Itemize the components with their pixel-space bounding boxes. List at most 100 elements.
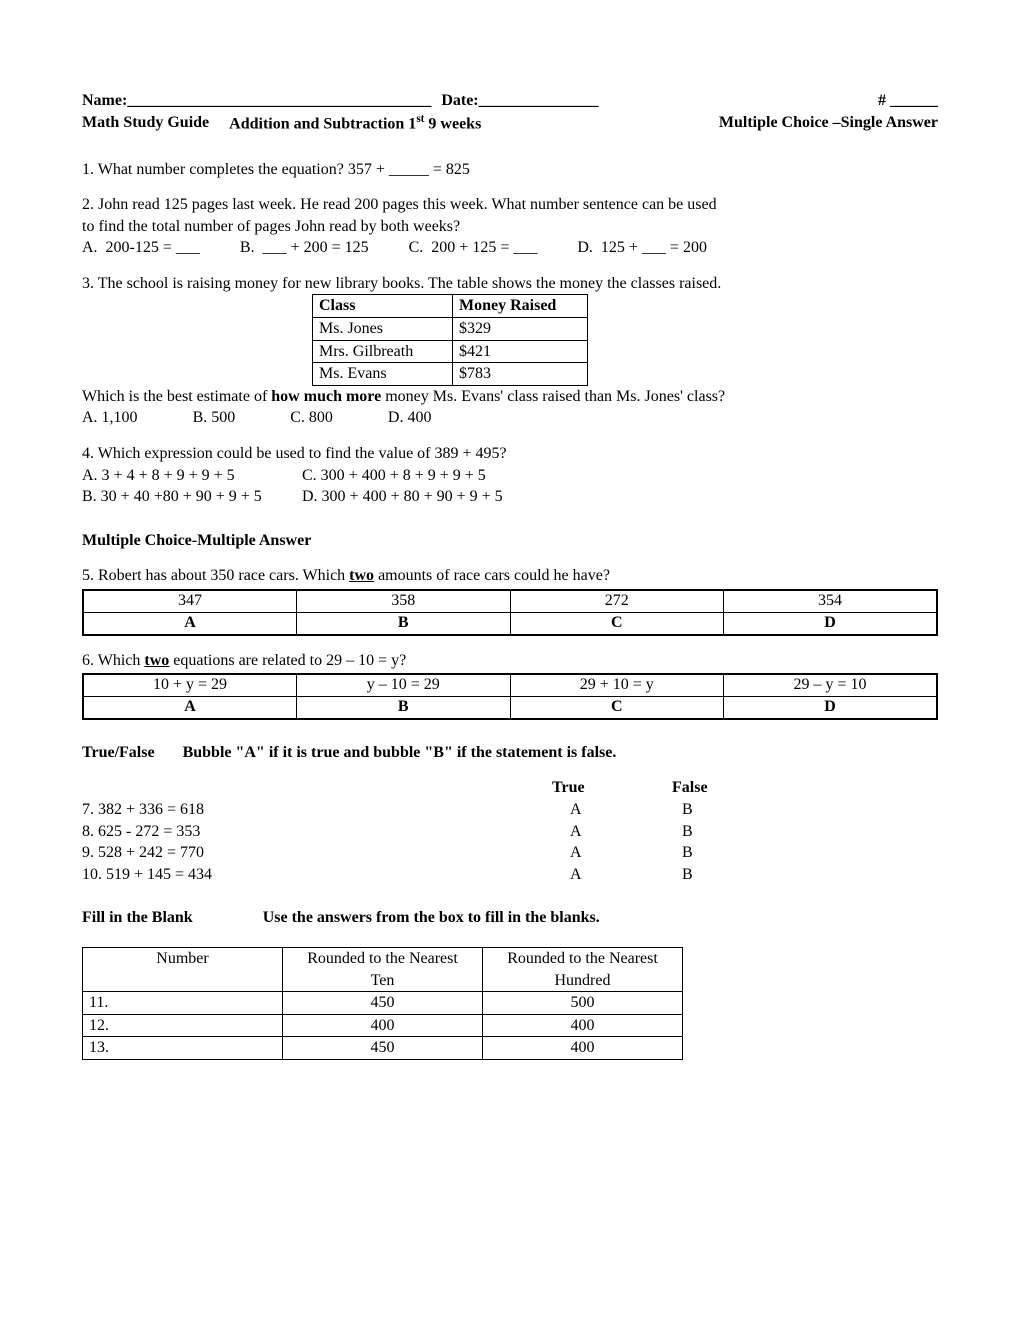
round-h3b: Hundred bbox=[555, 972, 611, 989]
q6-val-c: 29 + 10 = y bbox=[510, 674, 724, 696]
q3-opt-a: A. 1,100 bbox=[82, 407, 138, 429]
q2-opt-d: D. 125 + ___ = 200 bbox=[577, 237, 707, 259]
tf-9-a: A bbox=[552, 842, 672, 864]
q3-r2c1: Mrs. Gilbreath bbox=[313, 340, 453, 363]
q5-table: 347 358 272 354 A B C D bbox=[82, 589, 938, 636]
round-table: Number Rounded to the Nearest Ten Rounded… bbox=[82, 947, 683, 1060]
fib-title-b: Use the answers from the box to fill in … bbox=[263, 907, 600, 929]
round-12-n: 12. bbox=[83, 1014, 283, 1037]
q6-lab-d: D bbox=[724, 697, 938, 719]
q5-val-c: 272 bbox=[510, 590, 724, 612]
question-6: 6. Which two equations are related to 29… bbox=[82, 650, 938, 720]
name-label: Name:___________________________________… bbox=[82, 90, 431, 112]
q4-text: 4. Which expression could be used to fin… bbox=[82, 443, 938, 465]
q2-opt-c: C. 200 + 125 = ___ bbox=[409, 237, 538, 259]
round-h3: Rounded to the Nearest Hundred bbox=[483, 947, 683, 991]
round-13-h: 400 bbox=[483, 1037, 683, 1060]
q3-follow: Which is the best estimate of how much m… bbox=[82, 386, 938, 408]
q5-lab-d: D bbox=[724, 612, 938, 634]
q2-line2: to find the total number of pages John r… bbox=[82, 216, 938, 238]
q6-val-d: 29 – y = 10 bbox=[724, 674, 938, 696]
q6-post: equations are related to 29 – 10 = y? bbox=[169, 652, 406, 669]
tf-8-b: B bbox=[672, 821, 693, 843]
tf-7-stmt: 7. 382 + 336 = 618 bbox=[82, 799, 552, 821]
q3-intro: 3. The school is raising money for new l… bbox=[82, 273, 938, 295]
q3-table: Class Money Raised Ms. Jones $329 Mrs. G… bbox=[312, 294, 588, 385]
number-label: # ______ bbox=[878, 90, 938, 112]
date-label: Date:_______________ bbox=[441, 90, 598, 112]
q3-r3c2: $783 bbox=[453, 363, 588, 386]
round-13-n: 13. bbox=[83, 1037, 283, 1060]
q6-val-a: 10 + y = 29 bbox=[83, 674, 297, 696]
round-h1: Number bbox=[83, 947, 283, 991]
q5-val-b: 358 bbox=[297, 590, 511, 612]
subtitle-row: Math Study Guide Addition and Subtractio… bbox=[82, 112, 938, 135]
q3-follow-c: money Ms. Evans' class raised than Ms. J… bbox=[381, 388, 725, 405]
fib-title-a: Fill in the Blank bbox=[82, 907, 193, 929]
tf-8-a: A bbox=[552, 821, 672, 843]
q3-opt-b: B. 500 bbox=[193, 407, 236, 429]
q4-opt-a: A. 3 + 4 + 8 + 9 + 9 + 5 bbox=[82, 465, 302, 487]
tf-false-label: False bbox=[672, 777, 708, 799]
round-13-t: 450 bbox=[283, 1037, 483, 1060]
q3-options: A. 1,100 B. 500 C. 800 D. 400 bbox=[82, 407, 938, 429]
tf-7-a: A bbox=[552, 799, 672, 821]
round-row-12: 12. 400 400 bbox=[83, 1014, 683, 1037]
q5-pre: 5. Robert has about 350 race cars. Which bbox=[82, 567, 349, 584]
q5-two: two bbox=[349, 567, 374, 584]
q5-lab-c: C bbox=[510, 612, 724, 634]
q3-opt-d: D. 400 bbox=[388, 407, 432, 429]
tf-row-8: 8. 625 - 272 = 353 A B bbox=[82, 821, 938, 843]
q5-val-d: 354 bbox=[724, 590, 938, 612]
tf-9-stmt: 9. 528 + 242 = 770 bbox=[82, 842, 552, 864]
round-h2b: Ten bbox=[371, 972, 395, 989]
q5-lab-a: A bbox=[83, 612, 297, 634]
round-11-h: 500 bbox=[483, 992, 683, 1015]
header-row: Name:___________________________________… bbox=[82, 90, 938, 112]
section-mc-multi: Multiple Choice-Multiple Answer bbox=[82, 530, 938, 552]
q3-follow-b: how much more bbox=[271, 388, 381, 405]
q3-r1c1: Ms. Jones bbox=[313, 318, 453, 341]
q3-r2c2: $421 bbox=[453, 340, 588, 363]
q2-opt-a: A. 200-125 = ___ bbox=[82, 237, 200, 259]
tf-title: True/False Bubble "A" if it is true and … bbox=[82, 742, 938, 764]
round-11-t: 450 bbox=[283, 992, 483, 1015]
question-3: 3. The school is raising money for new l… bbox=[82, 273, 938, 429]
tf-header: True False bbox=[82, 777, 938, 799]
q3-th-class: Class bbox=[313, 295, 453, 318]
q4-opt-d: D. 300 + 400 + 80 + 90 + 9 + 5 bbox=[302, 486, 503, 508]
q6-lab-b: B bbox=[297, 697, 511, 719]
q2-line1: 2. John read 125 pages last week. He rea… bbox=[82, 194, 938, 216]
q6-two: two bbox=[144, 652, 169, 669]
round-h1-text: Number bbox=[156, 950, 208, 967]
subtitle-right: Multiple Choice –Single Answer bbox=[719, 112, 938, 135]
tf-9-b: B bbox=[672, 842, 693, 864]
tf-row-10: 10. 519 + 145 = 434 A B bbox=[82, 864, 938, 886]
q6-val-b: y – 10 = 29 bbox=[297, 674, 511, 696]
question-2: 2. John read 125 pages last week. He rea… bbox=[82, 194, 938, 259]
subtitle-mid-a: Addition and Subtraction 1 bbox=[229, 115, 416, 132]
round-11-n: 11. bbox=[83, 992, 283, 1015]
q3-follow-a: Which is the best estimate of bbox=[82, 388, 271, 405]
round-h3a: Rounded to the Nearest bbox=[507, 950, 658, 967]
tf-row-9: 9. 528 + 242 = 770 A B bbox=[82, 842, 938, 864]
q2-options: A. 200-125 = ___ B. ___ + 200 = 125 C. 2… bbox=[82, 237, 938, 259]
round-h2a: Rounded to the Nearest bbox=[307, 950, 458, 967]
round-h2: Rounded to the Nearest Ten bbox=[283, 947, 483, 991]
q6-lab-c: C bbox=[510, 697, 724, 719]
subtitle-left: Math Study Guide bbox=[82, 112, 209, 135]
q6-table: 10 + y = 29 y – 10 = 29 29 + 10 = y 29 –… bbox=[82, 673, 938, 720]
q1-text: 1. What number completes the equation? 3… bbox=[82, 161, 470, 178]
tf-10-stmt: 10. 519 + 145 = 434 bbox=[82, 864, 552, 886]
tf-7-b: B bbox=[672, 799, 693, 821]
round-row-13: 13. 450 400 bbox=[83, 1037, 683, 1060]
q3-r3c1: Ms. Evans bbox=[313, 363, 453, 386]
tf-8-stmt: 8. 625 - 272 = 353 bbox=[82, 821, 552, 843]
q6-pre: 6. Which bbox=[82, 652, 144, 669]
question-4: 4. Which expression could be used to fin… bbox=[82, 443, 938, 508]
q5-lab-b: B bbox=[297, 612, 511, 634]
q5-post: amounts of race cars could he have? bbox=[374, 567, 610, 584]
round-12-h: 400 bbox=[483, 1014, 683, 1037]
fib-title-row: Fill in the Blank Use the answers from t… bbox=[82, 907, 938, 929]
question-1: 1. What number completes the equation? 3… bbox=[82, 159, 938, 181]
